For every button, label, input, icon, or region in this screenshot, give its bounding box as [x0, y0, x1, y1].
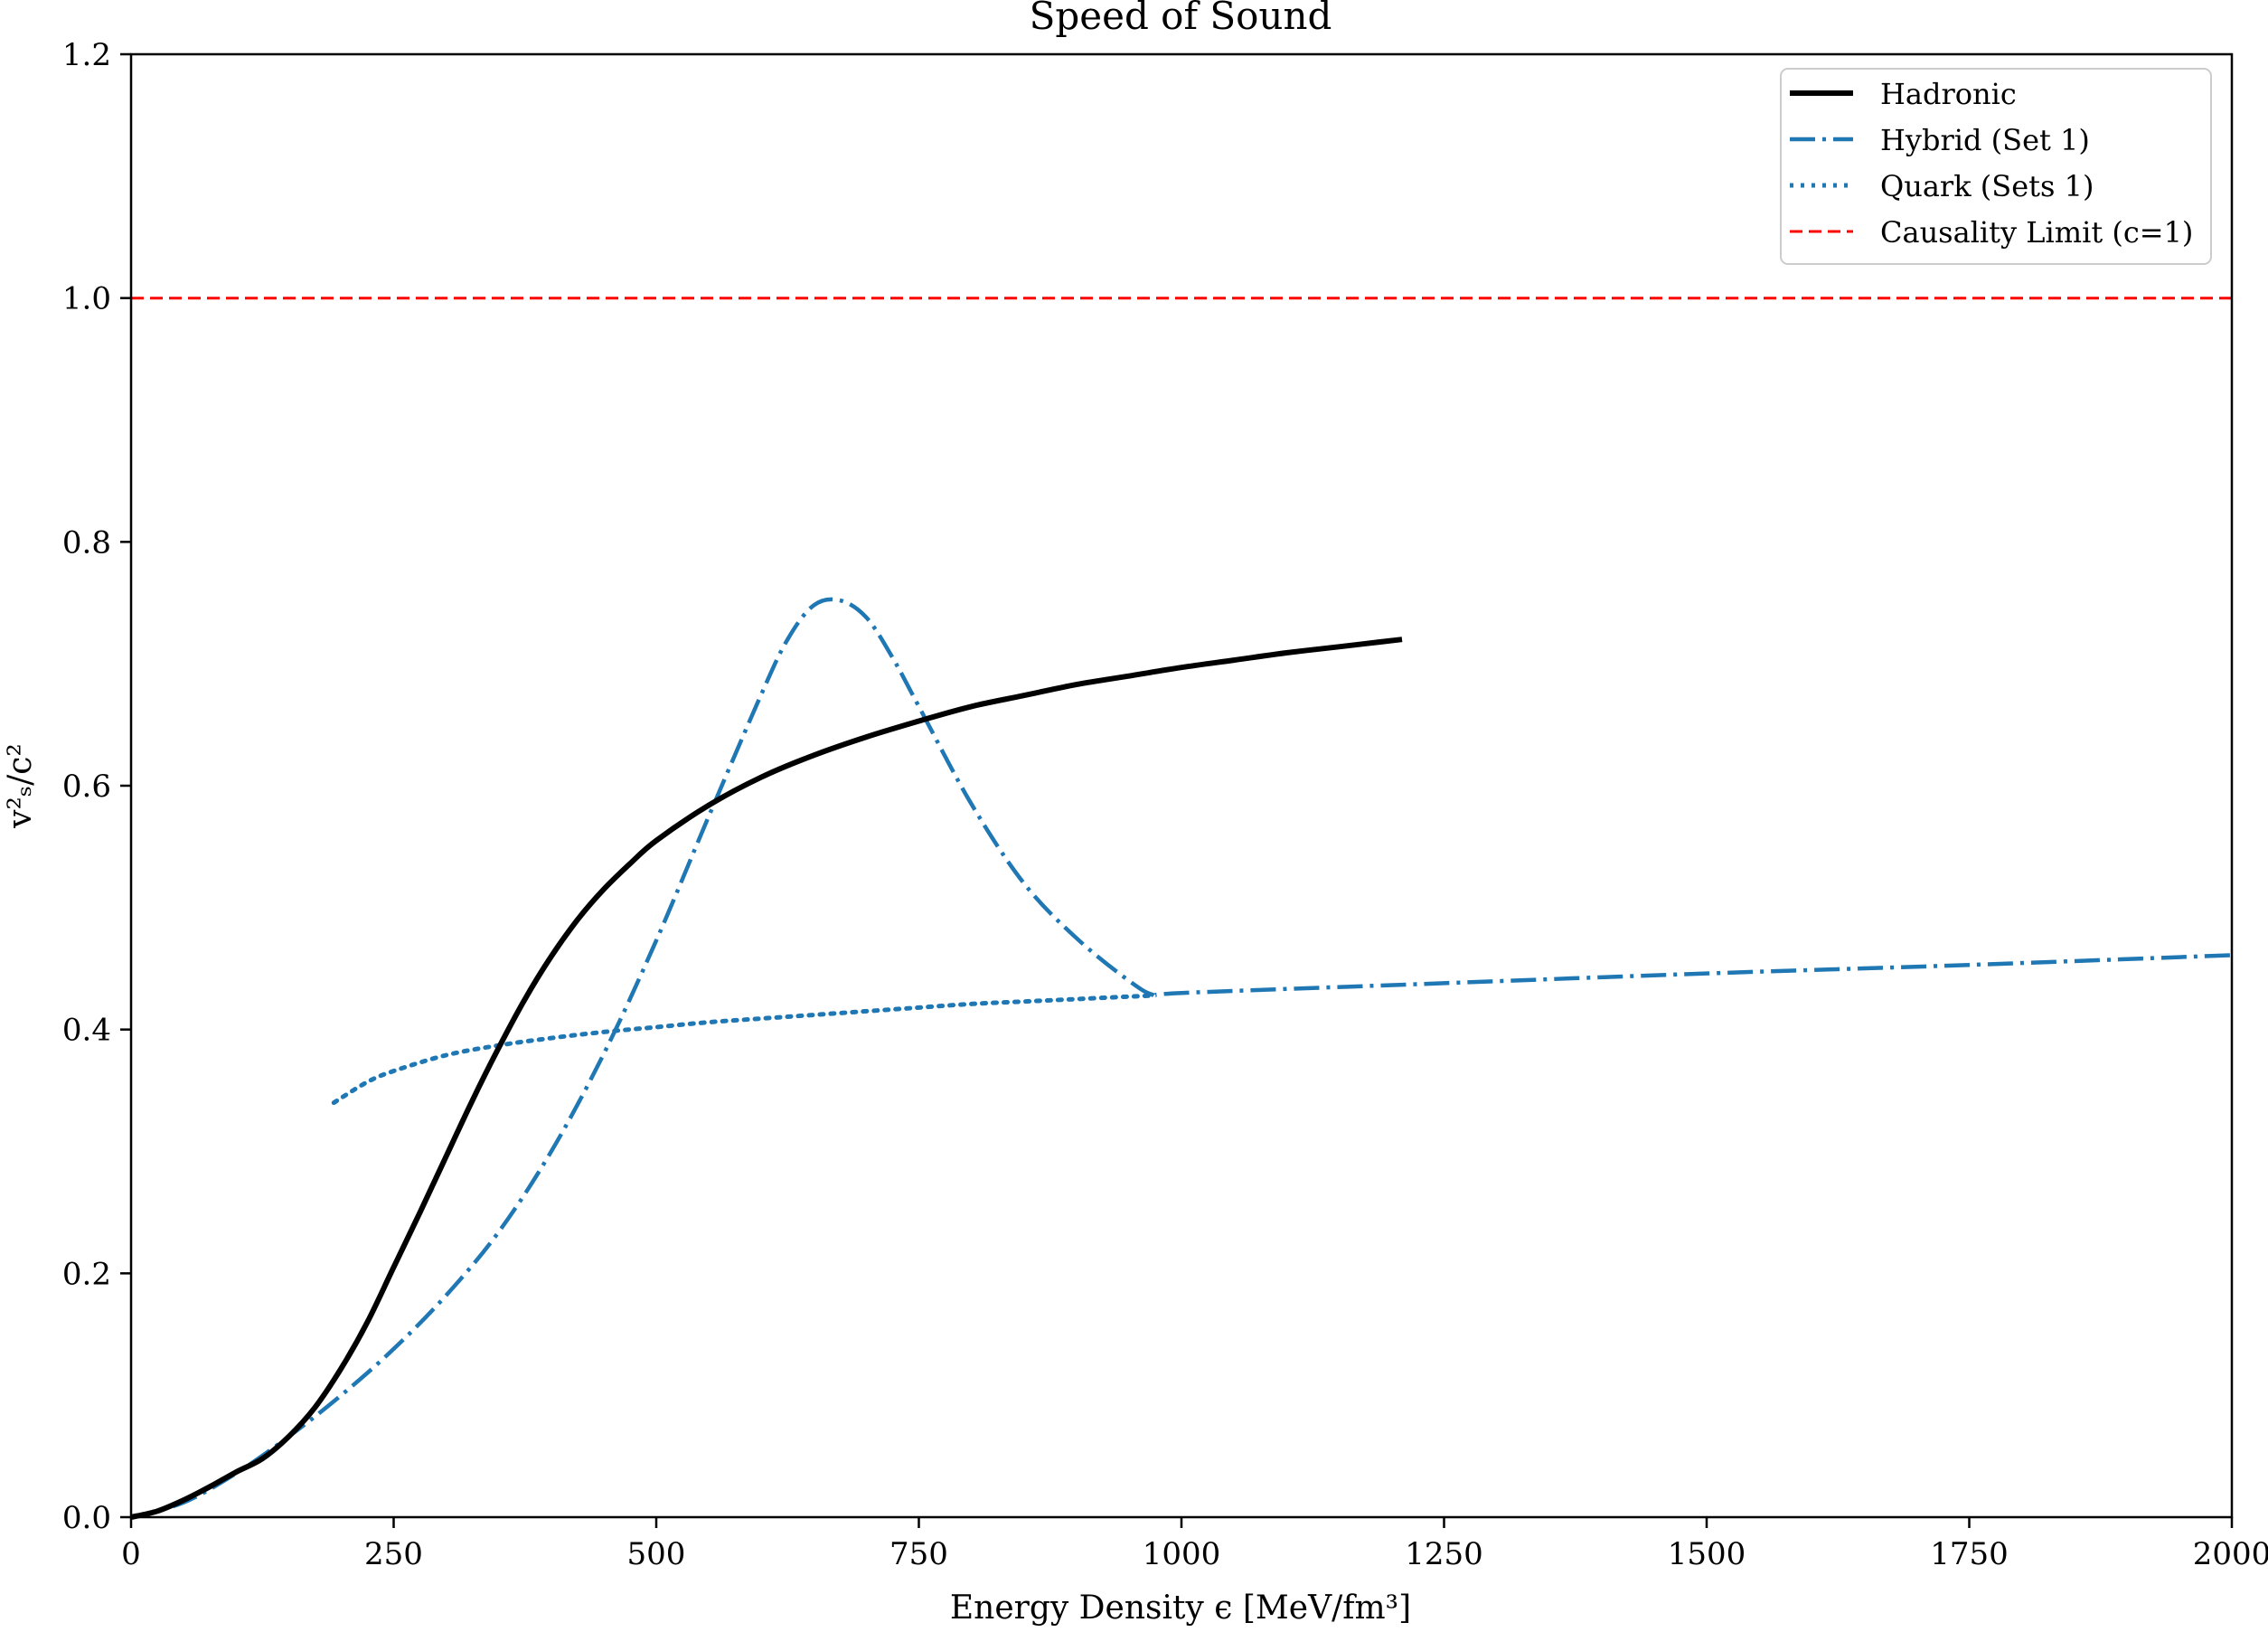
- y-tick-label: 0.4: [62, 1013, 111, 1049]
- x-tick-label: 1000: [1143, 1536, 1221, 1572]
- series-line-quark-sets-1: [331, 993, 1158, 1106]
- y-tick-label: 1.2: [62, 37, 111, 73]
- series-layer: [130, 297, 2233, 1520]
- y-tick-label: 0.2: [62, 1256, 111, 1292]
- x-tick-label: 500: [627, 1536, 686, 1572]
- y-tick-label: 0.6: [62, 769, 111, 805]
- x-tick-label: 1500: [1668, 1536, 1746, 1572]
- y-axis-ticks: 0.0 0.2 0.4 0.6 0.8 1.0 1.2: [62, 37, 131, 1536]
- y-tick-label: 0.8: [62, 524, 111, 561]
- legend-label-causality: Causality Limit (c=1): [1880, 215, 2193, 250]
- x-axis-label: Energy Density ϵ [MeV/fm³]: [950, 1590, 1411, 1627]
- legend-label-hadronic: Hadronic: [1880, 77, 2017, 111]
- x-tick-label: 750: [889, 1536, 948, 1572]
- x-axis-ticks: 0 250 500 750 1000 1250 1500 1750 2000: [121, 1517, 2268, 1572]
- y-axis-label: v²ₛ/c²: [2, 743, 39, 829]
- x-tick-label: 1250: [1405, 1536, 1483, 1572]
- legend-label-hybrid: Hybrid (Set 1): [1880, 123, 2090, 157]
- legend-entry-hybrid: Hybrid (Set 1): [1790, 123, 2090, 157]
- series-line-hadronic: [130, 637, 1403, 1520]
- x-tick-label: 0: [121, 1536, 141, 1572]
- legend-entry-quark: Quark (Sets 1): [1790, 169, 2094, 203]
- x-tick-label: 2000: [2193, 1536, 2268, 1572]
- x-tick-label: 250: [364, 1536, 423, 1572]
- series-line-hybrid-set-1: [130, 597, 2233, 1520]
- legend: Hadronic Hybrid (Set 1) Quark (Sets 1) C…: [1780, 68, 2212, 265]
- y-tick-label: 1.0: [62, 281, 111, 317]
- legend-box: [1780, 68, 2212, 265]
- x-tick-label: 1750: [1930, 1536, 2009, 1572]
- y-tick-label: 0.0: [62, 1500, 111, 1536]
- chart-title: Speed of Sound: [1030, 0, 1332, 38]
- legend-entry-causality: Causality Limit (c=1): [1790, 215, 2193, 250]
- legend-entry-hadronic: Hadronic: [1790, 77, 2017, 111]
- legend-label-quark: Quark (Sets 1): [1880, 169, 2094, 203]
